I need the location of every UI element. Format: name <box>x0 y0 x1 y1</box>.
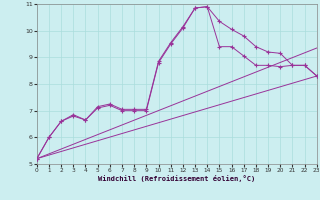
X-axis label: Windchill (Refroidissement éolien,°C): Windchill (Refroidissement éolien,°C) <box>98 175 255 182</box>
